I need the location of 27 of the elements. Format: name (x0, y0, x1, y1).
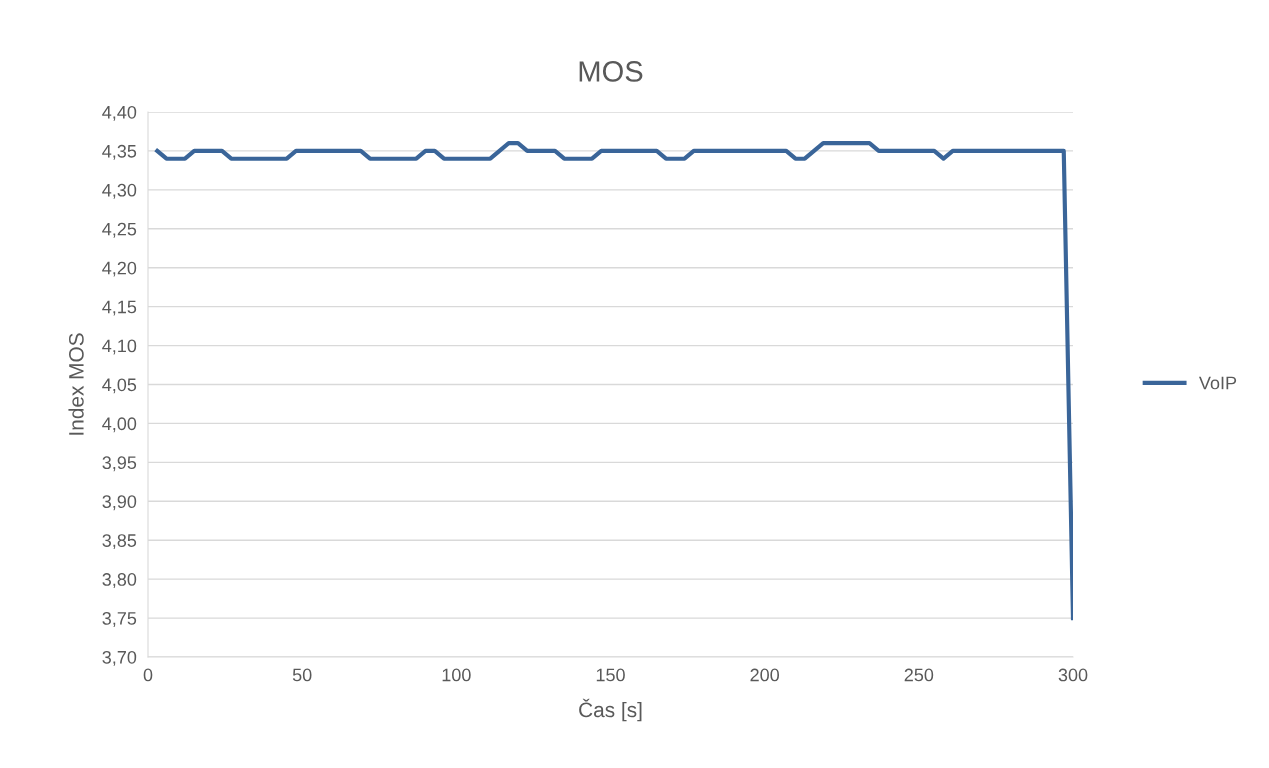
legend-label: VoIP (1199, 376, 1237, 390)
y-tick-label: 4,20 (102, 261, 137, 277)
x-tick-label: 250 (904, 668, 934, 682)
x-tick-label: 200 (750, 668, 780, 682)
y-tick-label: 4,30 (102, 183, 137, 199)
y-tick-label: 3,90 (102, 495, 137, 511)
y-axis-title: Index MOS (68, 333, 84, 435)
y-tick-label: 3,95 (102, 456, 137, 472)
x-tick-label: 300 (1058, 668, 1088, 682)
y-tick-label: 4,00 (102, 417, 137, 433)
x-tick-label: 0 (143, 668, 153, 682)
y-tick-label: 4,10 (102, 339, 137, 355)
y-tick-label: 4,25 (102, 222, 137, 238)
y-tick-label: 4,35 (102, 144, 137, 160)
line-series (155, 141, 1073, 621)
y-tick-label: 4,40 (102, 105, 137, 121)
y-tick-label: 4,15 (102, 300, 137, 316)
x-tick-label: 100 (442, 668, 471, 682)
chart-title: MOS (579, 61, 643, 82)
y-tick-label: 3,75 (102, 612, 137, 627)
y-tick-label: 4,05 (102, 378, 137, 394)
y-tick-label: 3,85 (102, 534, 137, 550)
x-axis-title: Čas [s] (579, 698, 642, 722)
x-tick-label: 150 (596, 668, 625, 682)
y-tick-label: 3,80 (102, 573, 137, 588)
y-tick-label: 3,70 (102, 650, 137, 666)
x-tick-label: 50 (292, 668, 312, 682)
